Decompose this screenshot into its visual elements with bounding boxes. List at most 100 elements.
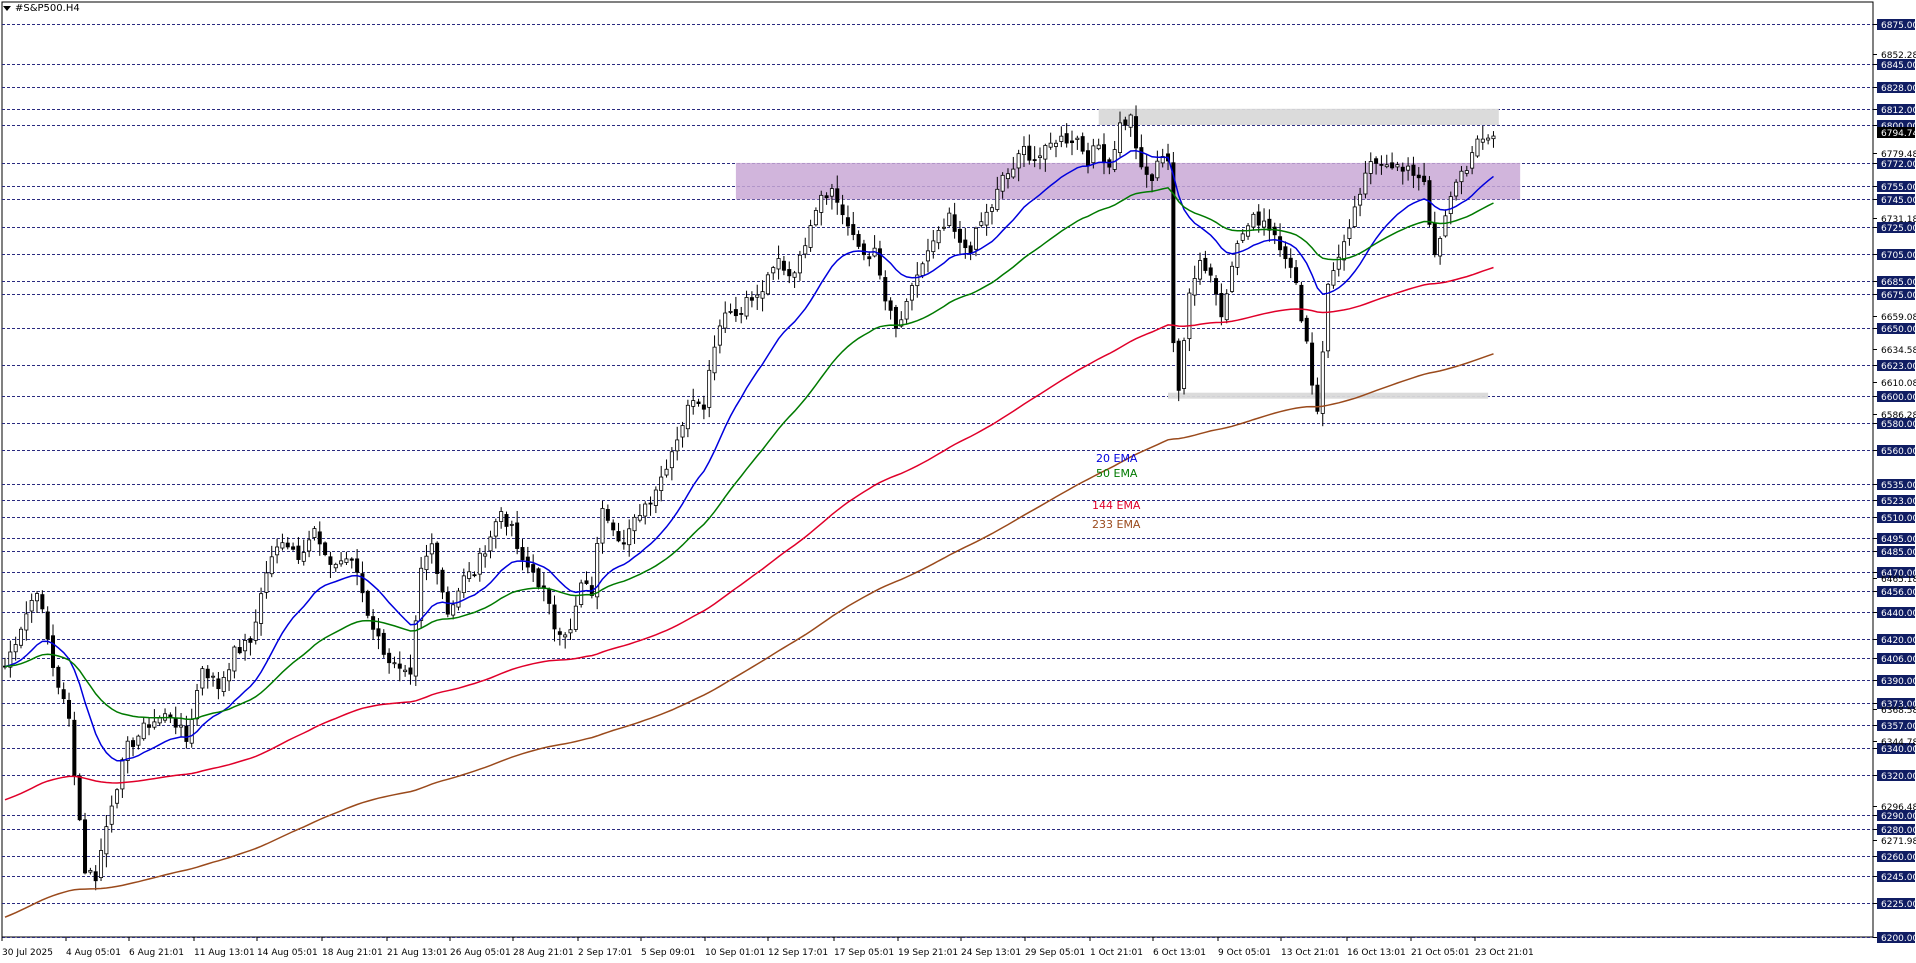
candle-body <box>552 604 557 630</box>
price-tick-label: 6845.00 <box>1881 61 1916 71</box>
candle-body <box>637 515 642 521</box>
candle-body <box>739 313 744 315</box>
price-tick-label: 6523.00 <box>1881 497 1916 507</box>
candle-body <box>845 217 850 227</box>
candle-body <box>472 574 477 577</box>
candle-body <box>440 569 445 593</box>
price-tick-label: 6340.00 <box>1881 745 1916 755</box>
time-tick-label: 29 Sep 05:01 <box>1025 948 1085 958</box>
candle-body <box>1235 243 1240 268</box>
candle-body <box>1192 278 1197 296</box>
candle-body <box>1480 138 1485 143</box>
candle-body <box>13 644 18 653</box>
time-tick-label: 6 Oct 13:01 <box>1153 948 1206 958</box>
time-tick-label: 21 Aug 13:01 <box>387 948 448 958</box>
price-badge <box>1877 82 1915 93</box>
candle-body <box>51 635 56 668</box>
ema-line <box>4 186 1494 720</box>
candle-body <box>648 502 653 505</box>
candle-body <box>568 629 573 634</box>
candle-body <box>1208 267 1213 276</box>
candle-body <box>200 668 205 689</box>
candle-body <box>1016 153 1021 169</box>
price-badge <box>1877 698 1915 709</box>
time-axis: 30 Jul 2025 4 Aug 05:01 6 Aug 21:01 11 Aug … <box>1 937 1534 958</box>
candle-body <box>1134 116 1139 149</box>
price-tick-label: 6320.00 <box>1881 772 1916 782</box>
price-minor-label: 6634.58 <box>1881 346 1916 356</box>
price-badge <box>1877 289 1915 300</box>
candle-body <box>1160 156 1165 164</box>
candle-body <box>152 721 157 728</box>
candle-body <box>632 516 637 532</box>
candle-body <box>376 628 381 637</box>
candle-body <box>1347 227 1352 239</box>
price-zones <box>735 108 1521 399</box>
candle-body <box>168 714 173 718</box>
candle-body <box>579 582 584 605</box>
candle-body <box>1411 164 1416 176</box>
price-tick-label: 6390.00 <box>1881 677 1916 687</box>
candle-body <box>1438 238 1443 257</box>
support-zone <box>1168 392 1489 399</box>
candle-body <box>925 250 930 262</box>
price-badge <box>1877 418 1915 429</box>
candle-body <box>931 240 936 253</box>
candle-body <box>669 451 674 469</box>
candle-body <box>952 214 957 232</box>
candle-body <box>893 306 898 329</box>
candle-body <box>40 594 45 610</box>
candle-body <box>755 294 760 298</box>
candle-body <box>1491 135 1496 140</box>
candle-body <box>147 724 152 728</box>
price-badge <box>1877 653 1915 664</box>
candle-body <box>813 210 818 226</box>
candle-body <box>1384 164 1389 168</box>
candle-body <box>1075 137 1080 140</box>
price-tick-label: 6600.00 <box>1881 393 1916 403</box>
candle-body <box>120 759 125 790</box>
time-tick-label: 2 Sep 17:01 <box>578 948 632 958</box>
candle-body <box>1032 159 1037 162</box>
time-tick-label: 17 Sep 05:01 <box>834 948 894 958</box>
candle-body <box>1374 158 1379 164</box>
candle-body <box>131 740 136 747</box>
candle-body <box>979 221 984 226</box>
candle-body <box>1171 162 1176 344</box>
time-tick-label: 21 Oct 05:01 <box>1411 948 1470 958</box>
candle-body <box>19 628 24 646</box>
triangle-down-icon[interactable] <box>3 5 11 11</box>
candle-body <box>1262 220 1267 228</box>
candle-body <box>328 556 333 565</box>
candle-body <box>184 725 189 742</box>
candle-body <box>392 662 397 665</box>
price-badge <box>1877 360 1915 371</box>
price-tick-label: 6745.00 <box>1881 196 1916 206</box>
price-tick-label: 6685.00 <box>1881 278 1916 288</box>
candle-body <box>776 258 781 270</box>
candle-body <box>1128 114 1133 128</box>
candle-body <box>499 511 504 522</box>
price-badge <box>1877 770 1915 781</box>
candle-body <box>477 552 482 575</box>
resistance-zone <box>1098 108 1499 126</box>
price-tick-label: 6812.00 <box>1881 106 1916 116</box>
price-minor-label: 6368.58 <box>1881 706 1916 716</box>
price-badge <box>1877 567 1915 578</box>
price-tick-label: 6440.00 <box>1881 609 1916 619</box>
candle-body <box>237 647 242 654</box>
price-badge <box>1877 743 1915 754</box>
price-badge <box>1877 276 1915 287</box>
candle-body <box>1155 160 1160 179</box>
candle-body <box>1304 317 1309 342</box>
candle-body <box>483 553 488 557</box>
candle-body <box>1021 145 1026 155</box>
candle-body <box>1443 215 1448 237</box>
price-minor-label: 6659.08 <box>1881 313 1916 323</box>
candle-body <box>1320 351 1325 414</box>
candle-body <box>408 667 413 675</box>
price-badge <box>1877 479 1915 490</box>
candle-body <box>381 632 386 655</box>
candle-body <box>749 297 754 301</box>
